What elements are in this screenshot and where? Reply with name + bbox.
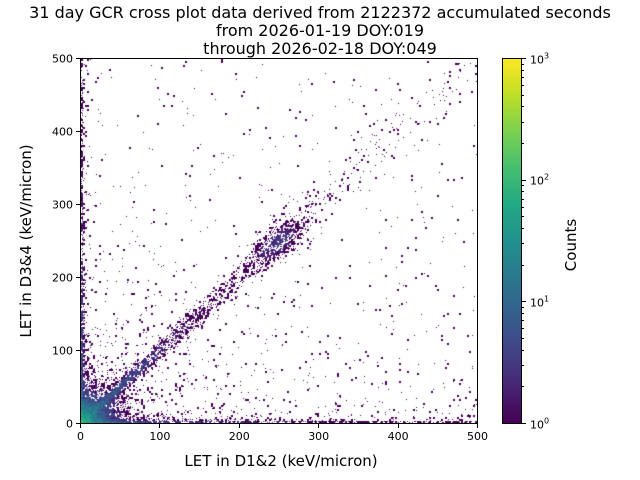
colorbar-minor-tick <box>522 106 524 108</box>
colorbar-minor-tick <box>522 386 524 388</box>
y-tick <box>76 277 80 278</box>
y-tick <box>76 350 80 351</box>
x-tick-label: 0 <box>77 430 84 443</box>
x-tick <box>477 424 478 428</box>
plot-canvas <box>81 59 477 423</box>
x-tick-label: 100 <box>149 430 171 443</box>
colorbar-minor-tick <box>522 228 524 230</box>
colorbar-minor-tick <box>522 76 524 78</box>
y-tick-label: 100 <box>52 344 73 357</box>
colorbar-major-tick <box>522 301 526 303</box>
y-tick-label: 200 <box>52 271 73 284</box>
colorbar-tick-exponent: 2 <box>544 172 550 182</box>
colorbar-minor-tick <box>522 121 524 123</box>
colorbar-minor-tick <box>522 143 524 145</box>
y-tick-label: 400 <box>52 125 73 138</box>
colorbar-tick-label: 102 <box>530 172 550 188</box>
x-tick-label: 500 <box>467 430 488 443</box>
colorbar-major-tick <box>522 179 526 181</box>
colorbar-minor-tick <box>522 349 524 351</box>
colorbar-minor-tick <box>522 328 524 330</box>
x-tick <box>80 424 81 428</box>
colorbar-minor-tick <box>522 191 524 193</box>
colorbar-minor-tick <box>522 206 524 208</box>
colorbar-minor-tick <box>522 185 524 187</box>
colorbar <box>502 58 522 424</box>
y-tick <box>76 204 80 205</box>
colorbar-minor-tick <box>522 198 524 200</box>
y-axis-label: LET in D3&4 (keV/micron) <box>17 144 35 338</box>
colorbar-minor-tick <box>522 94 524 96</box>
colorbar-tick-exponent: 1 <box>544 294 550 304</box>
colorbar-minor-tick <box>522 63 524 65</box>
colorbar-tick-exponent: 0 <box>544 416 550 426</box>
colorbar-tick-label: 100 <box>530 416 550 431</box>
y-tick <box>76 423 80 424</box>
x-tick <box>397 424 399 428</box>
x-tick-label: 200 <box>228 430 250 443</box>
colorbar-minor-tick <box>522 337 524 339</box>
x-tick <box>159 424 161 428</box>
colorbar-major-tick <box>522 58 526 59</box>
colorbar-tick-label: 101 <box>530 294 550 310</box>
y-tick-label: 300 <box>52 198 73 211</box>
colorbar-minor-tick <box>522 264 524 266</box>
colorbar-minor-tick <box>522 69 524 71</box>
plot-title-line-1: 31 day GCR cross plot data derived from … <box>29 3 611 22</box>
x-tick-label: 400 <box>387 430 409 443</box>
plot-area <box>80 58 478 424</box>
colorbar-minor-tick <box>522 364 524 366</box>
colorbar-label: Counts <box>562 218 580 272</box>
y-tick <box>76 131 80 132</box>
colorbar-minor-tick <box>522 313 524 315</box>
colorbar-minor-tick <box>522 243 524 245</box>
colorbar-minor-tick <box>522 320 524 322</box>
colorbar-tick-label: 103 <box>530 51 550 66</box>
colorbar-tick-exponent: 3 <box>544 51 550 61</box>
x-tick <box>318 424 320 428</box>
x-tick <box>238 424 240 428</box>
x-tick-label: 300 <box>308 430 330 443</box>
colorbar-minor-tick <box>522 84 524 86</box>
y-tick <box>76 58 80 59</box>
y-tick-label: 500 <box>52 52 73 65</box>
colorbar-minor-tick <box>522 306 524 308</box>
colorbar-major-tick <box>522 423 526 424</box>
plot-title-line-2: from 2026-01-19 DOY:019 <box>215 21 424 40</box>
plot-title: 31 day GCR cross plot data derived from … <box>0 4 640 58</box>
colorbar-minor-tick <box>522 216 524 218</box>
plot-title-line-3: through 2026-02-18 DOY:049 <box>203 39 437 58</box>
x-axis-label: LET in D1&2 (keV/micron) <box>184 452 378 470</box>
y-tick-label: 0 <box>66 417 73 430</box>
